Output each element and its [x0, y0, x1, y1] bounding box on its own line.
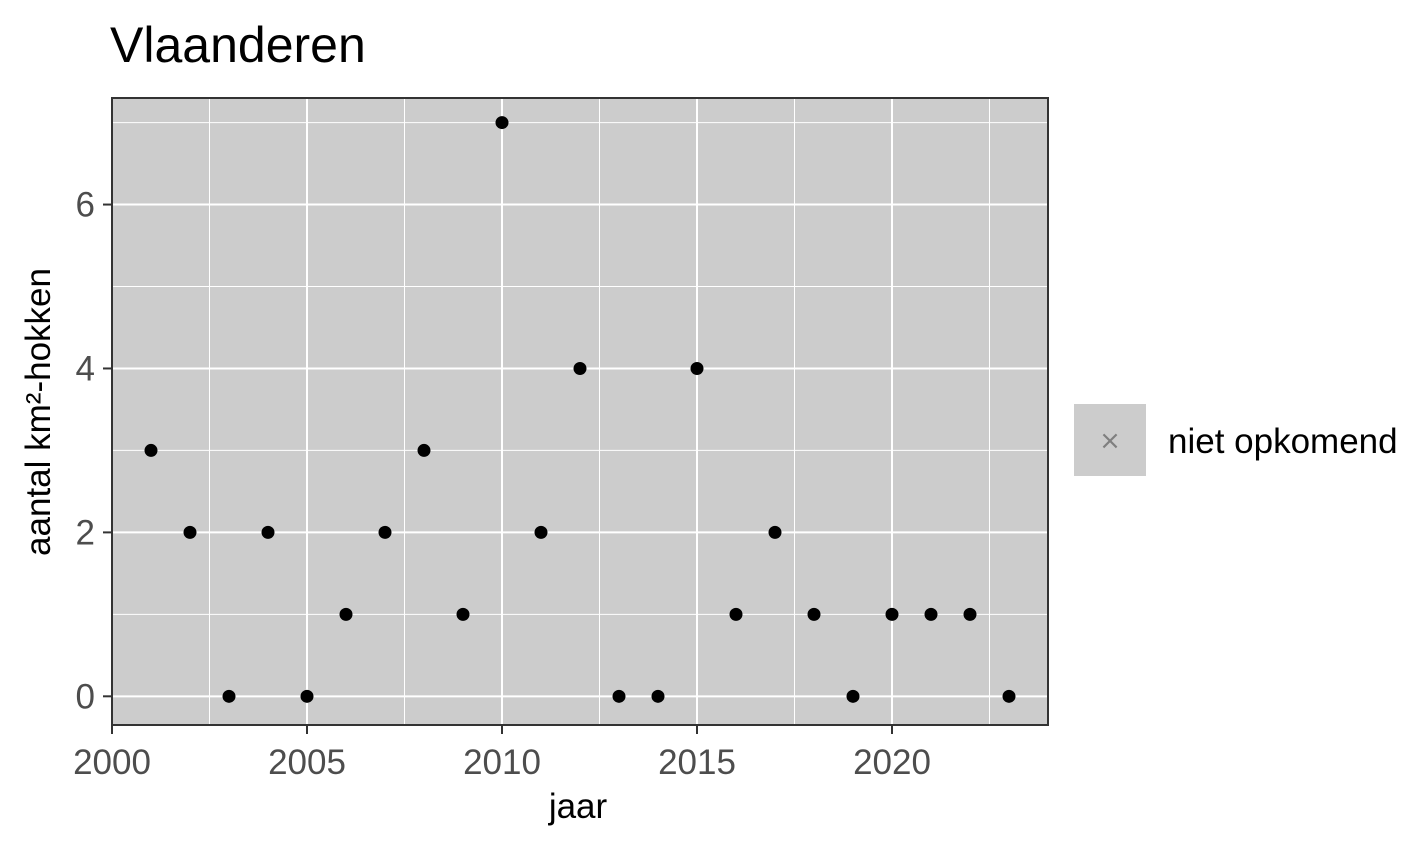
data-point: [768, 525, 782, 539]
y-tick-label: 0: [76, 677, 95, 716]
y-tick-label: 4: [76, 349, 95, 388]
plot-panel-border: [111, 97, 1049, 726]
data-point: [1002, 689, 1016, 703]
data-point: [846, 689, 860, 703]
data-point: [573, 361, 587, 375]
data-point: [729, 607, 743, 621]
y-tick-label: 6: [76, 186, 95, 225]
data-point: [651, 689, 665, 703]
x-tick-label: 2015: [658, 743, 736, 782]
data-points: [144, 116, 1016, 703]
chart-title: Vlaanderen: [110, 17, 366, 73]
y-axis-title: aantal km²-hokken: [19, 268, 58, 556]
data-point: [924, 607, 938, 621]
data-point: [963, 607, 977, 621]
data-point: [339, 607, 353, 621]
data-point: [144, 443, 158, 457]
axes: 2000 2005 2010 2015 2020 0 2 4 6: [73, 186, 931, 782]
x-tick-label: 2020: [853, 743, 931, 782]
legend-cross-icon: ×: [1099, 426, 1121, 456]
data-point: [417, 443, 431, 457]
data-point: [261, 525, 275, 539]
data-point: [495, 116, 509, 130]
data-point: [378, 525, 392, 539]
data-point: [183, 525, 197, 539]
data-point: [612, 689, 626, 703]
data-point: [456, 607, 470, 621]
x-tick-label: 2010: [463, 743, 541, 782]
x-tick-label: 2000: [73, 743, 151, 782]
data-point: [690, 361, 704, 375]
plot-panel: [112, 98, 1048, 725]
y-tick-label: 2: [76, 513, 95, 552]
data-point: [807, 607, 821, 621]
data-point: [885, 607, 899, 621]
legend-key: [1074, 404, 1146, 476]
data-point: [534, 525, 548, 539]
x-tick-label: 2005: [268, 743, 346, 782]
data-point: [222, 689, 236, 703]
legend: × niet opkomend: [1074, 404, 1398, 476]
data-point: [300, 689, 314, 703]
x-axis-title: jaar: [548, 787, 608, 826]
legend-label: niet opkomend: [1168, 422, 1398, 461]
